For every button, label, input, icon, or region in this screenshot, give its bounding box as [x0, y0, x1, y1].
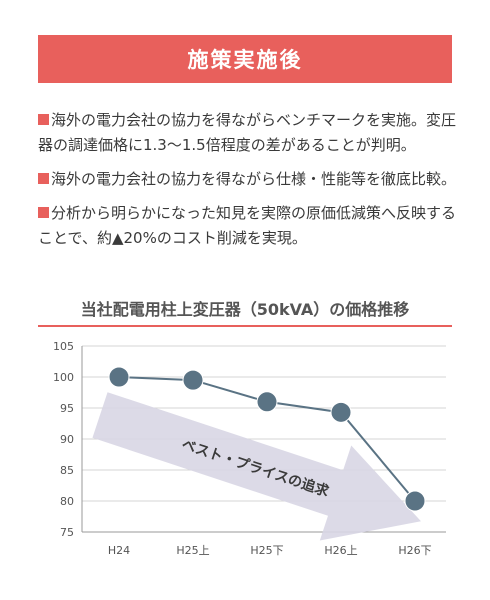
bullet-list: 海外の電力会社の協力を得ながらベンチマークを実施。変圧器の調達価格に1.3～1.… [38, 108, 456, 260]
x-tick-label: H26下 [398, 544, 431, 557]
trend-arrow-icon [92, 392, 421, 541]
y-tick-label: 105 [53, 340, 74, 353]
data-point [108, 366, 130, 388]
bullet-item: 海外の電力会社の協力を得ながらベンチマークを実施。変圧器の調達価格に1.3～1.… [38, 108, 456, 158]
bullet-item: 分析から明らかになった知見を実際の原価低減策へ反映することで、約▲20%のコスト… [38, 201, 456, 251]
y-tick-label: 95 [60, 402, 74, 415]
x-tick-label: H26上 [324, 544, 357, 557]
bullet-square-icon [38, 173, 49, 184]
chart-title-rule [38, 325, 452, 327]
y-tick-label: 75 [60, 526, 74, 539]
data-point [256, 391, 278, 413]
bullet-text: 分析から明らかになった知見を実際の原価低減策へ反映することで、約▲20%のコスト… [38, 204, 457, 247]
bullet-text: 海外の電力会社の協力を得ながらベンチマークを実施。変圧器の調達価格に1.3～1.… [38, 111, 457, 154]
x-tick-label: H25上 [176, 544, 209, 557]
data-point [182, 369, 204, 391]
section-banner: 施策実施後 [38, 35, 452, 83]
y-tick-label: 80 [60, 495, 74, 508]
chart-title: 当社配電用柱上変圧器（50kVA）の価格推移 [80, 300, 410, 319]
bullet-item: 海外の電力会社の協力を得ながら仕様・性能等を徹底比較。 [38, 167, 456, 192]
x-tick-label: H24 [108, 544, 130, 557]
y-tick-label: 85 [60, 464, 74, 477]
bullet-square-icon [38, 207, 49, 218]
data-point [330, 401, 352, 423]
banner-title: 施策実施後 [187, 48, 303, 72]
y-tick-label: 100 [53, 371, 74, 384]
x-tick-label: H25下 [250, 544, 283, 557]
bullet-text: 海外の電力会社の協力を得ながら仕様・性能等を徹底比較。 [51, 170, 457, 188]
bullet-square-icon [38, 114, 49, 125]
data-point [404, 490, 426, 512]
y-tick-label: 90 [60, 433, 74, 446]
